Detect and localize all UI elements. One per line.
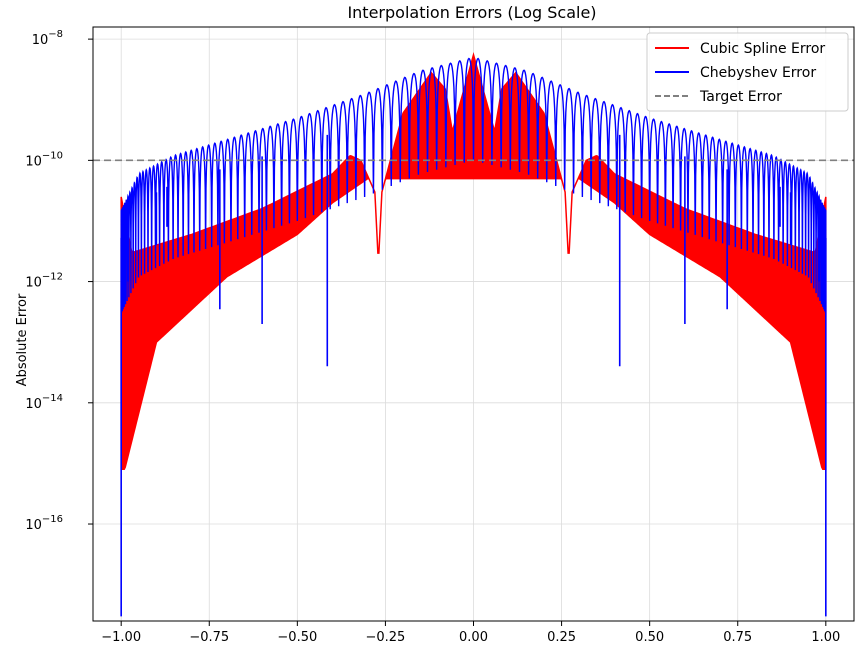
x-tick-label: 0.00: [459, 630, 488, 645]
series-layer: [93, 52, 854, 617]
axis-ticks: −1.00 −0.75 −0.50 −0.25 0.00 0.25 0.50 0.75 1.00…: [25, 29, 840, 645]
y-tick-exponent: −12: [42, 272, 63, 283]
y-tick-label: 10−16: [25, 514, 63, 533]
legend-label-target: Target Error: [699, 89, 782, 105]
x-tick-label: −0.75: [189, 630, 229, 645]
x-tick-label: −0.25: [365, 630, 405, 645]
y-tick-label: 10−14: [25, 393, 63, 412]
y-tick-exponent: −16: [42, 514, 63, 525]
x-tick-label: 0.75: [723, 630, 752, 645]
plot-area: [93, 52, 854, 617]
y-tick-label: 10−12: [25, 272, 63, 291]
y-tick-label: 10−10: [25, 150, 63, 169]
y-tick-exponent: −14: [42, 393, 63, 404]
y-tick-label: 10−8: [32, 29, 63, 48]
y-tick-exponent: −10: [42, 150, 63, 161]
chart-title: Interpolation Errors (Log Scale): [347, 3, 596, 22]
x-tick-label: 1.00: [811, 630, 840, 645]
y-axis-label: Absolute Error: [15, 293, 30, 386]
x-tick-label: −0.50: [277, 630, 317, 645]
x-tick-label: −1.00: [101, 630, 141, 645]
legend-box: [646, 32, 849, 112]
x-tick-label: 0.25: [547, 630, 576, 645]
legend-label-chebyshev: Chebyshev Error: [700, 65, 816, 81]
y-tick-exponent: −8: [48, 29, 63, 40]
x-tick-label: 0.50: [635, 630, 664, 645]
legend-label-spline: Cubic Spline Error: [700, 41, 825, 57]
legend: Cubic Spline Error Chebyshev Error Targe…: [646, 32, 849, 112]
